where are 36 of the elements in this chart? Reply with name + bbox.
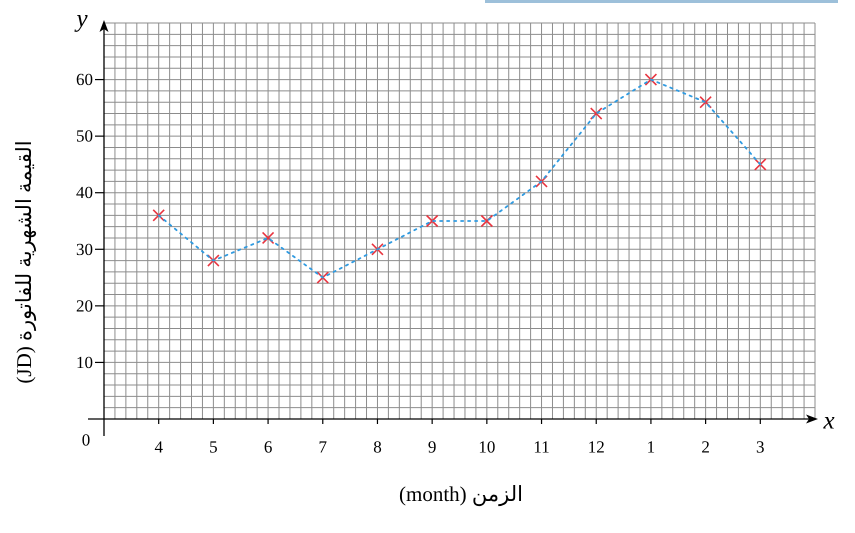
x-tick-label: 6	[264, 438, 272, 456]
point	[590, 107, 603, 120]
point	[754, 158, 767, 171]
point	[371, 242, 384, 256]
point	[152, 209, 165, 222]
x-tick-label: 8	[373, 438, 382, 456]
point	[316, 271, 330, 284]
point	[535, 175, 548, 188]
y-tick-label: 30	[76, 240, 93, 259]
x-tick-label: 7	[318, 438, 328, 456]
text: x	[822, 408, 835, 434]
x-tick-label: 4	[154, 438, 164, 456]
point	[262, 232, 274, 244]
y-axis-title: القيمة الشهرية للفاتورة (JD)	[12, 140, 37, 384]
y-tick-label: 20	[76, 296, 93, 316]
y-tick-label: 40	[76, 183, 93, 202]
line-series	[158, 78, 762, 278]
x-tick-label: 3	[756, 438, 765, 456]
x-tick-label: 9	[428, 438, 436, 456]
x-axis-title: الزمن (month)	[399, 482, 523, 507]
y-tick-label: 10	[76, 352, 93, 372]
text: y	[73, 6, 88, 32]
y-tick-label: 60	[76, 70, 93, 90]
y-tick-label: 50	[76, 126, 93, 146]
x-tick-label: 11	[533, 438, 550, 456]
point	[426, 214, 438, 228]
x-tick-label: 1	[646, 438, 656, 456]
text: 0	[82, 430, 90, 450]
x-tick-label: 12	[588, 438, 605, 456]
point	[644, 73, 658, 86]
point	[480, 214, 494, 228]
x-tick-label: 5	[209, 438, 218, 456]
point	[699, 96, 712, 108]
point	[207, 254, 220, 267]
x-tick-label: 2	[701, 438, 710, 456]
x-tick-label: 10	[478, 438, 496, 456]
